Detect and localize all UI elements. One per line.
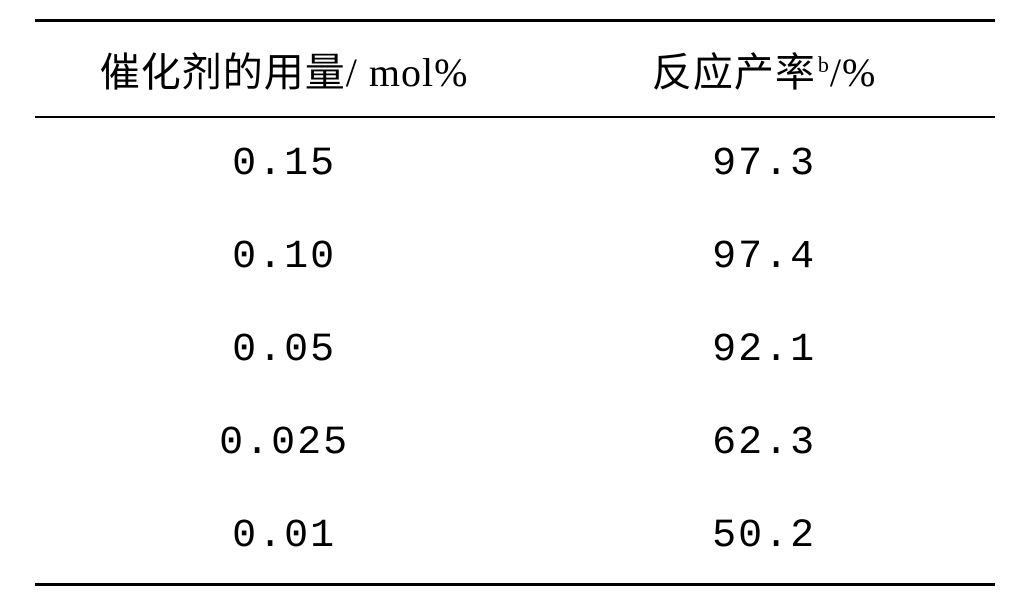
data-table-container: 催化剂的用量/ mol% 反应产率b/% 0.15 97.3 0.10 97.4… <box>35 19 995 586</box>
cell-yield: 62.3 <box>534 397 995 490</box>
header-label-unit: /% <box>830 50 876 95</box>
cell-yield: 50.2 <box>534 490 995 585</box>
cell-catalyst: 0.025 <box>35 397 534 490</box>
table-row: 0.01 50.2 <box>35 490 995 585</box>
header-superscript: b <box>818 52 830 77</box>
column-header-yield: 反应产率b/% <box>534 21 995 118</box>
header-label-prefix: 反应产率 <box>652 50 816 95</box>
table-row: 0.10 97.4 <box>35 211 995 304</box>
table-header-row: 催化剂的用量/ mol% 反应产率b/% <box>35 21 995 118</box>
table-row: 0.15 97.3 <box>35 117 995 211</box>
cell-yield: 92.1 <box>534 304 995 397</box>
data-table: 催化剂的用量/ mol% 反应产率b/% 0.15 97.3 0.10 97.4… <box>35 19 995 586</box>
cell-catalyst: 0.10 <box>35 211 534 304</box>
table-row: 0.05 92.1 <box>35 304 995 397</box>
cell-yield: 97.4 <box>534 211 995 304</box>
cell-catalyst: 0.01 <box>35 490 534 585</box>
header-label-prefix: 催化剂的用量/ <box>100 50 369 95</box>
header-label-unit: mol% <box>369 50 469 95</box>
table-row: 0.025 62.3 <box>35 397 995 490</box>
cell-catalyst: 0.15 <box>35 117 534 211</box>
cell-catalyst: 0.05 <box>35 304 534 397</box>
column-header-catalyst: 催化剂的用量/ mol% <box>35 21 534 118</box>
cell-yield: 97.3 <box>534 117 995 211</box>
